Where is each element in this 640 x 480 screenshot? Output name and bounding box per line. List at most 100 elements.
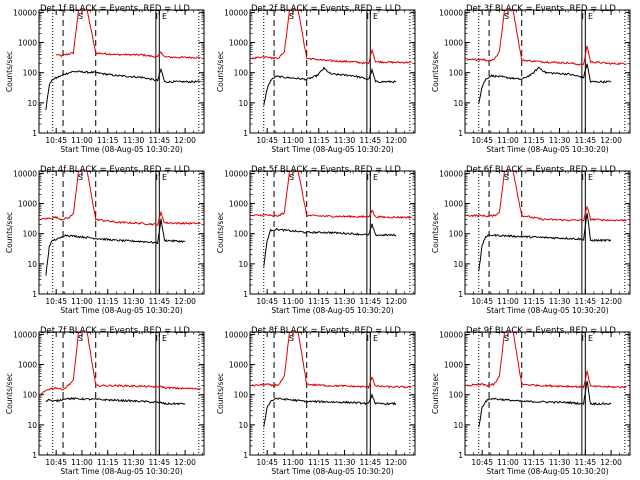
series-line-events	[45, 396, 186, 406]
series-line-events	[263, 223, 397, 267]
x-tick-label: 10:45	[471, 297, 493, 306]
x-tick-label: 12:00	[600, 458, 622, 467]
y-tick-label: 10000	[224, 8, 248, 17]
marker-letter-s: S	[78, 12, 83, 21]
y-tick-label: 100	[234, 69, 249, 78]
x-tick-label: 11:15	[523, 297, 545, 306]
x-tick-label: 11:30	[334, 297, 356, 306]
y-tick-label: 1	[243, 290, 248, 299]
y-tick-label: 1	[243, 451, 248, 460]
y-tick-label: 1000	[18, 361, 37, 370]
y-tick-label: 10	[453, 421, 463, 430]
panel-det-6: 1 10 100 1000 10000 10:45 11:00 11:15 11:30 11:45…	[431, 165, 631, 315]
y-tick-label: 1	[458, 129, 463, 138]
x-tick-label: 10:45	[256, 136, 278, 145]
marker-letter-s: S	[289, 12, 294, 21]
y-tick-label: 10000	[224, 330, 248, 339]
x-tick-label: 11:30	[123, 297, 145, 306]
y-tick-label: 100	[449, 391, 464, 400]
y-tick-label: 1000	[444, 361, 463, 370]
series-line-lld	[251, 10, 412, 65]
y-tick-label: 10000	[13, 8, 37, 17]
x-tick-label: 11:15	[308, 458, 330, 467]
marker-letter-i: I	[582, 173, 584, 182]
y-tick-label: 1000	[18, 200, 37, 209]
marker-letter-s: S	[78, 334, 83, 343]
x-tick-label: 11:15	[97, 136, 119, 145]
x-tick-label: 10:45	[45, 458, 67, 467]
x-tick-label: 11:30	[549, 136, 571, 145]
series-line-events	[45, 67, 201, 111]
y-tick-label: 100	[234, 391, 249, 400]
series-line-events	[263, 392, 397, 427]
x-tick-label: 11:00	[497, 458, 519, 467]
x-tick-label: 11:30	[549, 458, 571, 467]
y-tick-label: 100	[23, 230, 38, 239]
x-tick-label: 11:30	[123, 458, 145, 467]
y-tick-label: 10	[238, 260, 248, 269]
y-tick-label: 10000	[224, 169, 248, 178]
x-tick-label: 11:30	[334, 458, 356, 467]
panel-title: Det 8f BLACK = Events, RED = LLD	[251, 326, 401, 336]
x-axis-label: Start Time (08-Aug-05 10:30:20)	[271, 306, 393, 315]
y-tick-label: 1	[32, 290, 37, 299]
marker-letter-i: I	[367, 12, 369, 21]
marker-letter-e: E	[373, 12, 378, 21]
marker-letter-e: E	[162, 12, 167, 21]
x-tick-label: 11:45	[149, 297, 171, 306]
marker-letter-s: S	[504, 12, 509, 21]
marker-letter-s: S	[504, 173, 509, 182]
y-tick-label: 10	[27, 99, 37, 108]
x-tick-label: 11:00	[71, 297, 93, 306]
x-tick-label: 12:00	[385, 458, 407, 467]
x-tick-label: 10:45	[45, 297, 67, 306]
series-line-lld	[251, 171, 412, 219]
x-tick-label: 10:45	[45, 136, 67, 145]
x-axis-label: Start Time (08-Aug-05 10:30:20)	[486, 467, 608, 476]
x-tick-label: 11:30	[123, 136, 145, 145]
y-axis-label: Counts/sec	[216, 212, 225, 253]
panel-det-9: 1 10 100 1000 10000 10:45 11:00 11:15 11:30 11:45…	[431, 326, 631, 476]
x-tick-label: 12:00	[174, 297, 196, 306]
y-tick-label: 10000	[13, 330, 37, 339]
marker-letter-e: E	[588, 12, 593, 21]
x-tick-label: 12:00	[600, 297, 622, 306]
y-axis-label: Counts/sec	[431, 51, 440, 92]
marker-letter-i: I	[156, 334, 158, 343]
x-tick-label: 11:15	[97, 458, 119, 467]
x-tick-label: 11:00	[71, 458, 93, 467]
marker-letter-e: E	[162, 334, 167, 343]
x-tick-label: 11:00	[497, 297, 519, 306]
panel-title: Det 4f BLACK = Events, RED = LLD	[40, 165, 190, 175]
y-tick-label: 10	[27, 421, 37, 430]
marker-letter-s: S	[78, 173, 83, 182]
x-tick-label: 11:00	[282, 458, 304, 467]
panel-det-1: 1 10 100 1000 10000 10:45 11:00 11:15 11:30 11:45…	[5, 4, 205, 154]
x-tick-label: 11:15	[308, 297, 330, 306]
x-tick-label: 11:45	[149, 136, 171, 145]
x-tick-label: 11:30	[334, 136, 356, 145]
marker-letter-e: E	[373, 173, 378, 182]
x-tick-label: 11:30	[549, 297, 571, 306]
y-tick-label: 10	[453, 99, 463, 108]
panel-det-3: 1 10 100 1000 10000 10:45 11:00 11:15 11:30 11:45…	[431, 4, 631, 154]
x-tick-label: 11:45	[575, 458, 597, 467]
series-line-events	[45, 218, 186, 276]
plot-frame	[464, 331, 631, 456]
y-tick-label: 1000	[18, 39, 37, 48]
panel-det-8: 1 10 100 1000 10000 10:45 11:00 11:15 11:30 11:45…	[216, 326, 416, 476]
marker-letter-e: E	[162, 173, 167, 182]
plot-frame	[38, 170, 205, 295]
x-tick-label: 11:00	[282, 136, 304, 145]
panel-det-7: 1 10 100 1000 10000 10:45 11:00 11:15 11:30 11:45…	[5, 326, 205, 476]
y-axis-label: Counts/sec	[5, 51, 14, 92]
marker-letter-i: I	[156, 12, 158, 21]
x-tick-label: 12:00	[174, 458, 196, 467]
x-tick-label: 11:45	[575, 297, 597, 306]
y-tick-label: 10	[238, 421, 248, 430]
y-tick-label: 100	[23, 69, 38, 78]
series-line-events	[263, 66, 397, 106]
marker-letter-s: S	[504, 334, 509, 343]
y-tick-label: 10	[453, 260, 463, 269]
